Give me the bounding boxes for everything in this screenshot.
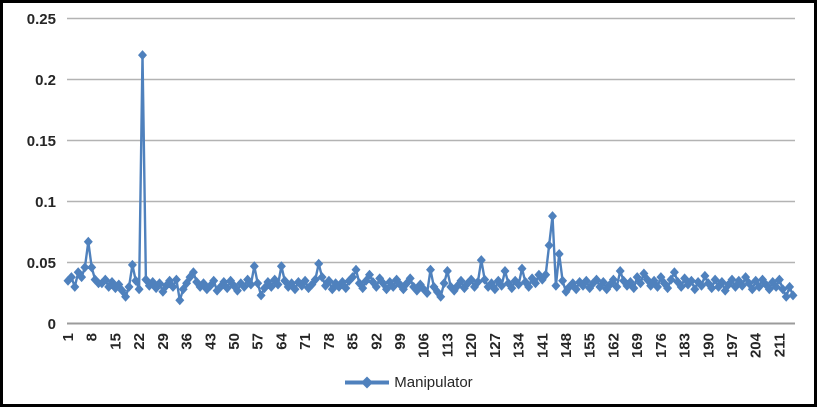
gridlines (67, 17, 795, 264)
svg-text:99: 99 (392, 333, 409, 350)
svg-text:43: 43 (202, 333, 219, 350)
svg-text:0: 0 (48, 316, 56, 333)
svg-text:57: 57 (250, 333, 267, 350)
svg-text:36: 36 (179, 333, 196, 350)
svg-text:8: 8 (84, 333, 101, 341)
svg-text:190: 190 (700, 333, 717, 358)
svg-text:176: 176 (653, 333, 670, 358)
svg-text:1: 1 (60, 333, 77, 341)
x-axis-labels: 1 8 15 22 29 36 43 50 57 64 71 78 85 92 99 106 113 120 127… (60, 332, 788, 358)
svg-text:0.1: 0.1 (35, 194, 56, 211)
svg-text:113: 113 (439, 333, 456, 357)
svg-text:22: 22 (131, 333, 148, 350)
svg-text:169: 169 (629, 333, 646, 358)
svg-text:85: 85 (345, 333, 362, 350)
svg-text:183: 183 (677, 333, 694, 358)
svg-text:120: 120 (463, 333, 480, 358)
svg-text:0.05: 0.05 (27, 255, 56, 272)
svg-text:0.15: 0.15 (27, 133, 56, 150)
legend-marker-icon (345, 376, 390, 389)
svg-text:29: 29 (155, 333, 172, 350)
svg-text:211: 211 (771, 333, 788, 357)
svg-text:204: 204 (748, 332, 765, 358)
svg-text:141: 141 (534, 333, 551, 358)
svg-text:162: 162 (605, 333, 622, 358)
svg-text:78: 78 (321, 333, 338, 350)
svg-text:92: 92 (368, 333, 385, 350)
legend: Manipulator (3, 375, 814, 390)
svg-text:64: 64 (273, 332, 290, 349)
svg-text:15: 15 (107, 333, 124, 350)
svg-text:155: 155 (582, 333, 599, 358)
svg-text:148: 148 (558, 333, 575, 358)
svg-text:134: 134 (511, 332, 528, 358)
svg-text:106: 106 (416, 333, 433, 358)
svg-text:197: 197 (724, 333, 741, 358)
svg-text:0.25: 0.25 (27, 11, 56, 28)
svg-text:0.2: 0.2 (35, 72, 56, 89)
svg-text:127: 127 (487, 333, 504, 358)
series-line (67, 53, 795, 302)
series-markers (63, 50, 798, 306)
svg-text:71: 71 (297, 333, 314, 350)
y-axis-labels: 0 0.05 0.1 0.15 0.2 0.25 (27, 11, 56, 333)
svg-text:50: 50 (226, 333, 243, 350)
legend-label: Manipulator (394, 374, 473, 391)
